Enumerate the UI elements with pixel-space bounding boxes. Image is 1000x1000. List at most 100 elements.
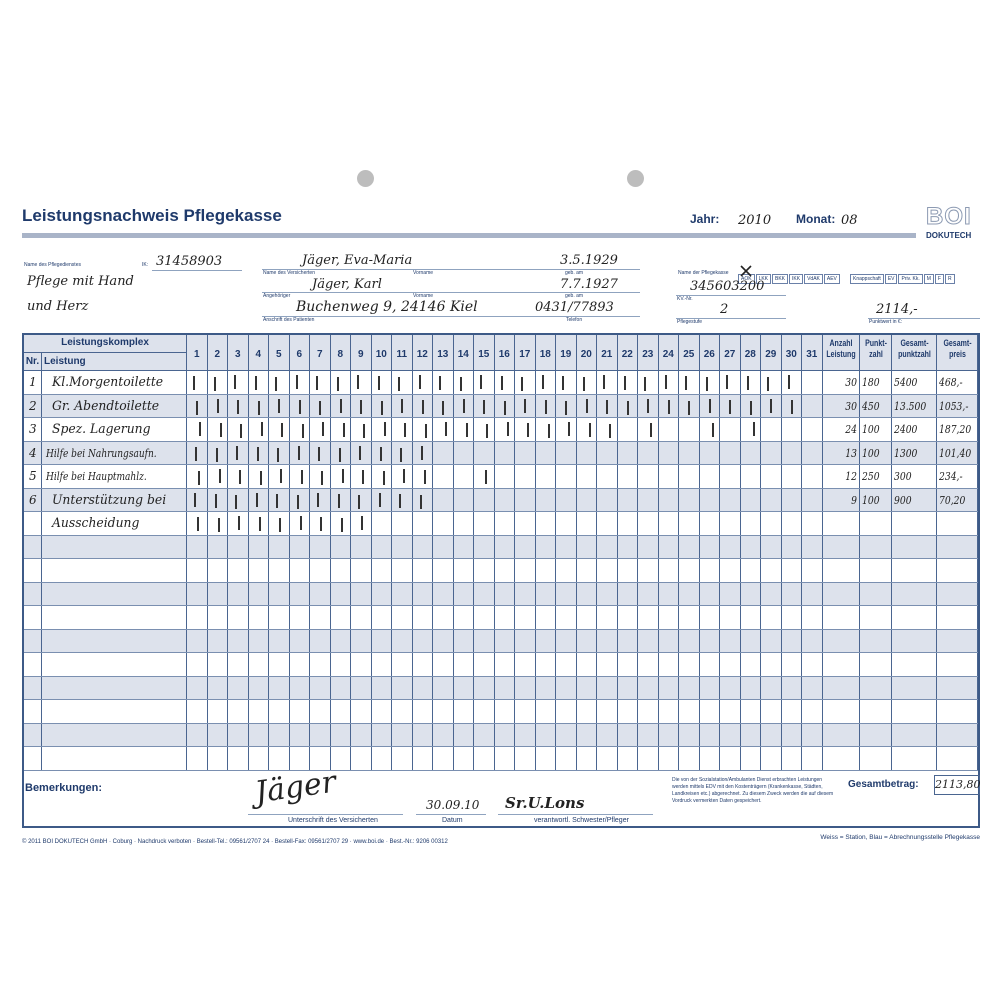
- day-cell[interactable]: [515, 371, 536, 394]
- day-cell[interactable]: [249, 676, 269, 699]
- day-cell[interactable]: [802, 371, 823, 394]
- day-cell[interactable]: [269, 465, 290, 488]
- day-cell[interactable]: [454, 465, 474, 488]
- day-cell[interactable]: [310, 394, 331, 417]
- day-cell[interactable]: [556, 559, 577, 582]
- day-cell[interactable]: [269, 653, 290, 676]
- day-cell[interactable]: [249, 418, 269, 441]
- day-cell[interactable]: [556, 371, 577, 394]
- day-cell[interactable]: [802, 465, 823, 488]
- day-cell[interactable]: [454, 418, 474, 441]
- day-cell[interactable]: [413, 723, 433, 746]
- day-cell[interactable]: [577, 371, 597, 394]
- day-cell[interactable]: [659, 582, 679, 605]
- day-cell[interactable]: [372, 488, 392, 511]
- day-cell[interactable]: [802, 488, 823, 511]
- day-cell[interactable]: [700, 535, 720, 558]
- day-cell[interactable]: [761, 512, 782, 535]
- day-cell[interactable]: [556, 488, 577, 511]
- day-cell[interactable]: [679, 371, 700, 394]
- day-cell[interactable]: [310, 653, 331, 676]
- day-cell[interactable]: [372, 629, 392, 652]
- day-cell[interactable]: [413, 512, 433, 535]
- day-cell[interactable]: [392, 723, 413, 746]
- day-cell[interactable]: [597, 535, 618, 558]
- day-cell[interactable]: [536, 512, 556, 535]
- day-cell[interactable]: [392, 606, 413, 629]
- day-cell[interactable]: [802, 676, 823, 699]
- day-cell[interactable]: [577, 488, 597, 511]
- day-cell[interactable]: [700, 488, 720, 511]
- day-cell[interactable]: [187, 723, 208, 746]
- day-cell[interactable]: [249, 488, 269, 511]
- day-cell[interactable]: [331, 676, 351, 699]
- day-cell[interactable]: [536, 582, 556, 605]
- day-cell[interactable]: [433, 512, 454, 535]
- day-cell[interactable]: [515, 512, 536, 535]
- day-cell[interactable]: [208, 559, 228, 582]
- day-cell[interactable]: [249, 371, 269, 394]
- day-cell[interactable]: [679, 606, 700, 629]
- day-cell[interactable]: [413, 441, 433, 464]
- day-cell[interactable]: [679, 488, 700, 511]
- day-cell[interactable]: [208, 629, 228, 652]
- day-cell[interactable]: [433, 535, 454, 558]
- day-cell[interactable]: [351, 582, 372, 605]
- day-cell[interactable]: [474, 653, 495, 676]
- day-cell[interactable]: [331, 723, 351, 746]
- day-cell[interactable]: [720, 676, 741, 699]
- day-cell[interactable]: [741, 512, 761, 535]
- day-cell[interactable]: [433, 723, 454, 746]
- day-cell[interactable]: [433, 582, 454, 605]
- day-cell[interactable]: [269, 441, 290, 464]
- day-cell[interactable]: [741, 418, 761, 441]
- day-cell[interactable]: [577, 441, 597, 464]
- day-cell[interactable]: [618, 676, 638, 699]
- day-cell[interactable]: [597, 441, 618, 464]
- day-cell[interactable]: [474, 512, 495, 535]
- day-cell[interactable]: [618, 535, 638, 558]
- day-cell[interactable]: [187, 629, 208, 652]
- kasse-option-bkk[interactable]: BKK: [772, 274, 789, 284]
- day-cell[interactable]: [331, 512, 351, 535]
- day-cell[interactable]: [618, 418, 638, 441]
- day-cell[interactable]: [351, 559, 372, 582]
- day-cell[interactable]: [495, 371, 515, 394]
- day-cell[interactable]: [454, 582, 474, 605]
- day-cell[interactable]: [228, 465, 249, 488]
- day-cell[interactable]: [802, 582, 823, 605]
- day-cell[interactable]: [269, 629, 290, 652]
- day-cell[interactable]: [659, 606, 679, 629]
- day-cell[interactable]: [556, 700, 577, 723]
- day-cell[interactable]: [802, 559, 823, 582]
- day-cell[interactable]: [515, 535, 536, 558]
- day-cell[interactable]: [679, 676, 700, 699]
- kasse-option-aok[interactable]: AOK: [738, 274, 755, 284]
- day-cell[interactable]: [741, 700, 761, 723]
- day-cell[interactable]: [310, 488, 331, 511]
- day-cell[interactable]: [741, 582, 761, 605]
- day-cell[interactable]: [249, 582, 269, 605]
- day-cell[interactable]: [536, 535, 556, 558]
- day-cell[interactable]: [536, 465, 556, 488]
- day-cell[interactable]: [208, 723, 228, 746]
- kasse-option-ikk[interactable]: IKK: [789, 274, 804, 284]
- day-cell[interactable]: [208, 394, 228, 417]
- day-cell[interactable]: [208, 653, 228, 676]
- day-cell[interactable]: [413, 629, 433, 652]
- day-cell[interactable]: [290, 676, 310, 699]
- day-cell[interactable]: [474, 535, 495, 558]
- day-cell[interactable]: [413, 582, 433, 605]
- day-cell[interactable]: [577, 582, 597, 605]
- day-cell[interactable]: [577, 723, 597, 746]
- day-cell[interactable]: [761, 535, 782, 558]
- day-cell[interactable]: [536, 394, 556, 417]
- day-cell[interactable]: [618, 700, 638, 723]
- day-cell[interactable]: [495, 676, 515, 699]
- day-cell[interactable]: [392, 465, 413, 488]
- day-cell[interactable]: [392, 535, 413, 558]
- day-cell[interactable]: [495, 559, 515, 582]
- day-cell[interactable]: [597, 418, 618, 441]
- day-cell[interactable]: [413, 700, 433, 723]
- day-cell[interactable]: [331, 441, 351, 464]
